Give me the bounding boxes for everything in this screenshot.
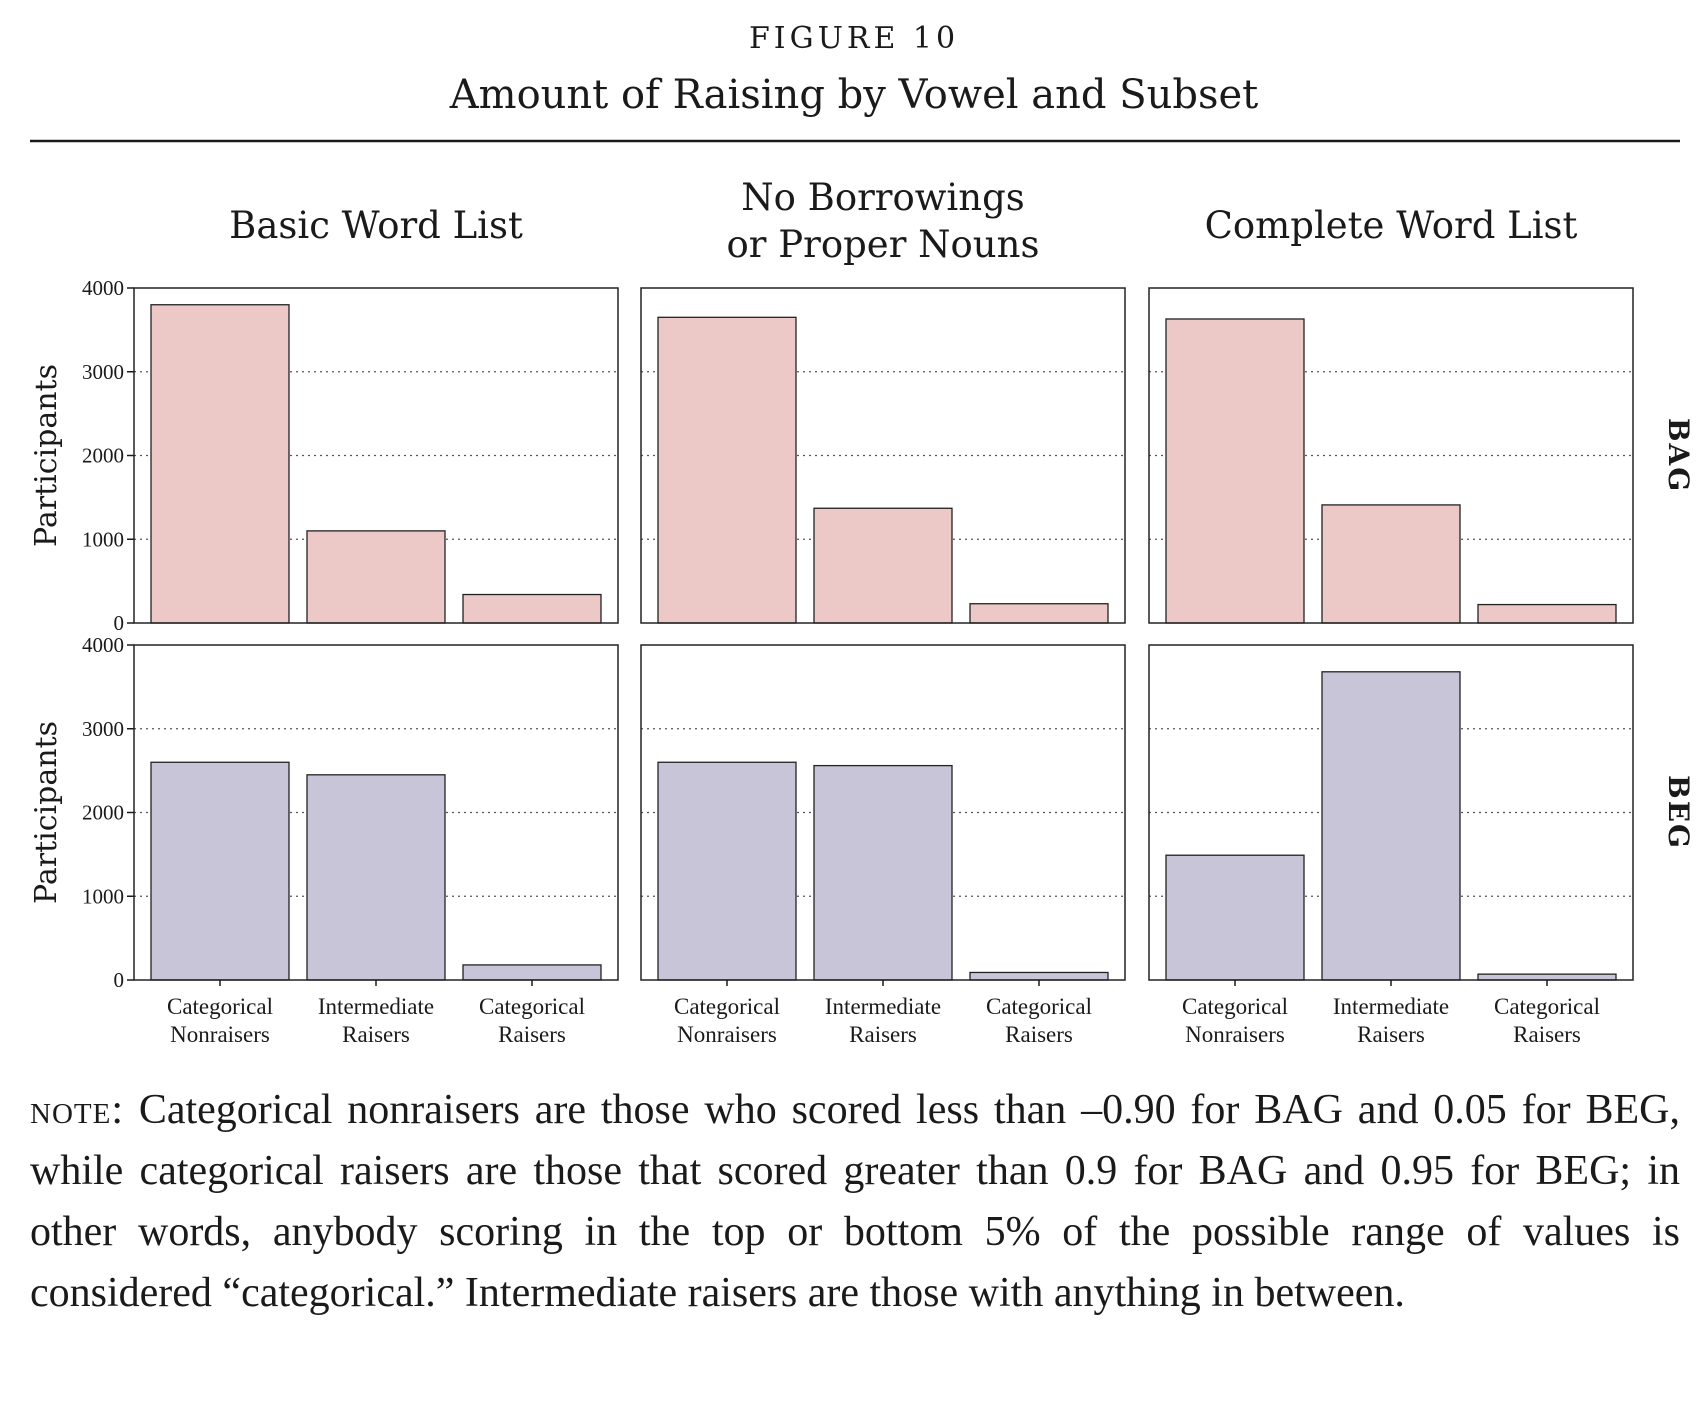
bar-bag-panel2-categorical-nonraisers (657, 316, 797, 624)
bar-beg-panel3-categorical-nonraisers (1165, 854, 1305, 981)
y-tick-label-beg-2000: 2000 (82, 801, 124, 825)
y-tick-label-bag-1000: 1000 (82, 527, 124, 551)
bar-bag-panel2-categorical-raisers (969, 603, 1109, 624)
x-tick-label-panel2-1-line-2: Nonraisers (677, 1022, 777, 1047)
y-axis-label-beg: Participants (29, 721, 64, 904)
x-tick-label-panel3-3-line-1: Categorical (1494, 994, 1600, 1019)
x-tick-label-panel2-1-line-1: Categorical (674, 994, 780, 1019)
x-tick-label-panel1-1-line-1: Categorical (167, 994, 273, 1019)
y-tick-label-bag-4000: 4000 (82, 276, 124, 300)
figure-note: note: Categorical nonraisers are those w… (30, 1080, 1680, 1324)
y-tick-label-beg-3000: 3000 (82, 717, 124, 741)
y-tick-label-bag-0: 0 (114, 611, 125, 635)
x-tick-label-panel1-2-line-2: Raisers (342, 1022, 410, 1047)
y-tick-label-bag-2000: 2000 (82, 444, 124, 468)
x-tick-label-panel3-1-line-1: Categorical (1182, 994, 1288, 1019)
bar-beg-panel1-intermediate-raisers (306, 774, 446, 981)
row-label-bag: BAG (1662, 418, 1695, 493)
bar-beg-panel2-categorical-nonraisers (657, 761, 797, 981)
panel-frame-bag-3 (1148, 287, 1634, 624)
x-tick-label-panel2-2-line-1: Intermediate (825, 994, 941, 1019)
bar-bag-panel3-intermediate-raisers (1321, 504, 1461, 624)
figure-chart: FIGURE 10 Amount of Raising by Vowel and… (29, 21, 1695, 1047)
x-tick-label-panel3-2-line-2: Raisers (1357, 1022, 1425, 1047)
y-axis-label-bag: Participants (29, 364, 64, 547)
x-tick-label-panel2-2-line-2: Raisers (849, 1022, 917, 1047)
x-tick-label-panel3-3-line-2: Raisers (1513, 1022, 1581, 1047)
bar-bag-panel3-categorical-raisers (1477, 603, 1617, 624)
bar-bag-panel2-intermediate-raisers (813, 507, 953, 624)
figure-label: FIGURE 10 (749, 21, 959, 56)
bar-bag-panel1-categorical-raisers (462, 593, 602, 624)
panel-title-2-line-1: No Borrowings (741, 176, 1025, 219)
figure-title: Amount of Raising by Vowel and Subset (449, 72, 1259, 118)
bar-beg-panel2-categorical-raisers (969, 971, 1109, 981)
bar-beg-panel1-categorical-nonraisers (150, 761, 290, 981)
x-tick-label-panel1-3-line-1: Categorical (479, 994, 585, 1019)
row-label-beg: BEG (1662, 775, 1695, 850)
panel-frame-bag-2 (640, 287, 1126, 624)
y-tick-label-beg-4000: 4000 (82, 633, 124, 657)
panel-title-2-line-2: or Proper Nouns (727, 223, 1040, 266)
note-text: Categorical nonraisers are those who sco… (30, 1087, 1680, 1316)
bar-beg-panel2-intermediate-raisers (813, 764, 953, 981)
x-tick-label-panel3-1-line-2: Nonraisers (1185, 1022, 1285, 1047)
bar-bag-panel1-intermediate-raisers (306, 530, 446, 624)
bar-beg-panel1-categorical-raisers (462, 964, 602, 981)
x-tick-label-panel1-2-line-1: Intermediate (318, 994, 434, 1019)
bar-beg-panel3-categorical-raisers (1477, 973, 1617, 981)
bar-bag-panel1-categorical-nonraisers (150, 304, 290, 624)
panel-title-3-line-1: Complete Word List (1205, 204, 1578, 247)
bar-beg-panel3-intermediate-raisers (1321, 671, 1461, 981)
panel-frame-bag-1 (133, 287, 619, 624)
note-lead: note: (30, 1087, 124, 1133)
x-tick-label-panel2-3-line-2: Raisers (1005, 1022, 1073, 1047)
panel-title-1-line-1: Basic Word List (229, 204, 523, 247)
y-tick-label-bag-3000: 3000 (82, 360, 124, 384)
y-tick-label-beg-1000: 1000 (82, 884, 124, 908)
x-tick-label-panel2-3-line-1: Categorical (986, 994, 1092, 1019)
x-tick-label-panel1-3-line-2: Raisers (498, 1022, 566, 1047)
bar-bag-panel3-categorical-nonraisers (1165, 318, 1305, 624)
x-tick-label-panel3-2-line-1: Intermediate (1333, 994, 1449, 1019)
y-tick-label-beg-0: 0 (114, 968, 125, 992)
x-tick-label-panel1-1-line-2: Nonraisers (170, 1022, 270, 1047)
